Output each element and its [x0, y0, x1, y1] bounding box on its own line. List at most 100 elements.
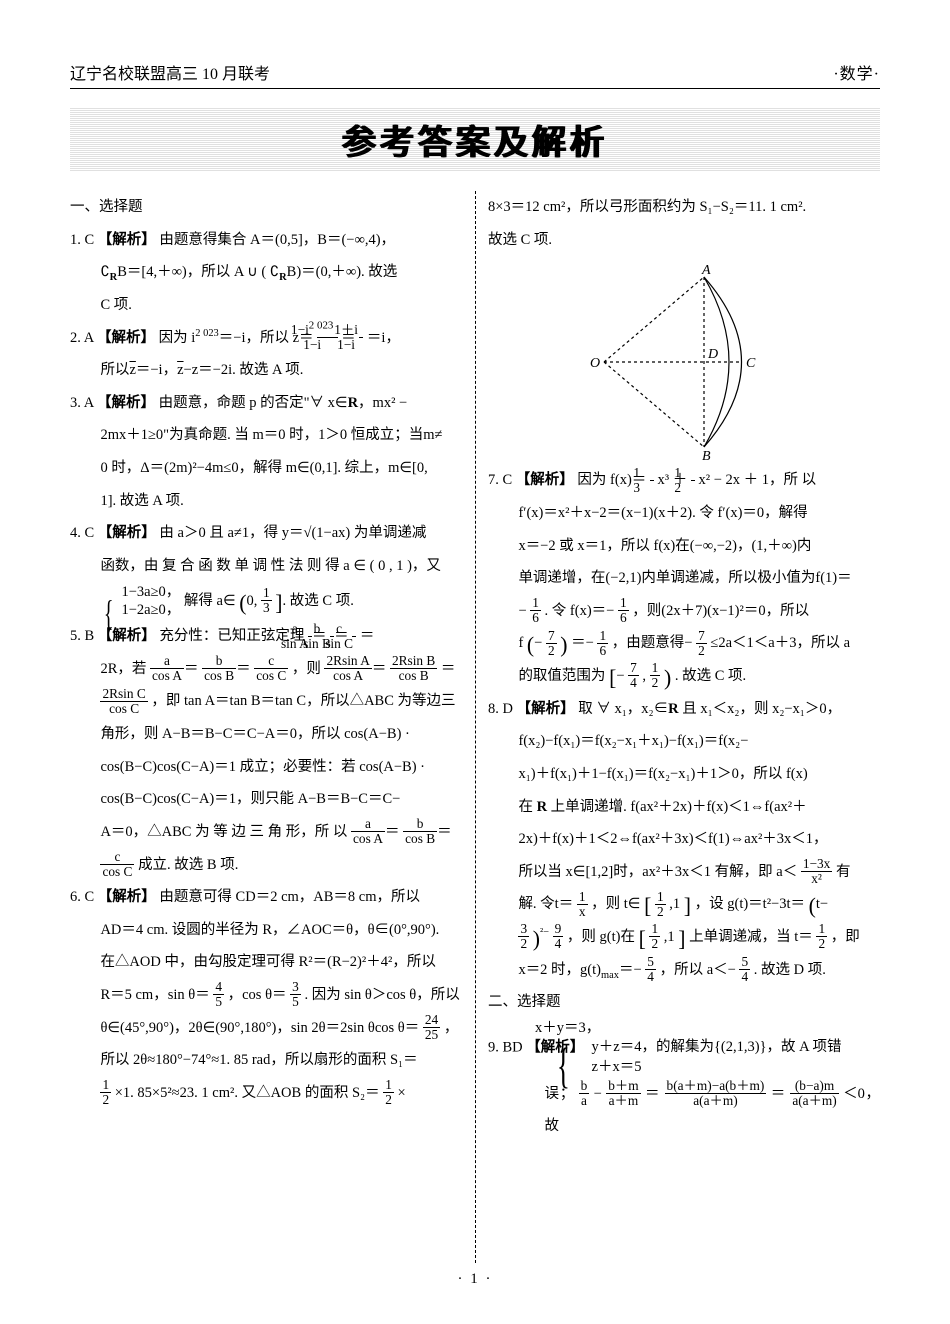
q5-l2: 2R，若 acos A＝ bcos B＝ ccos C ，则 2Rsin Aco… [70, 653, 462, 686]
section-1-heading: 一、选择题 [70, 191, 462, 224]
header-right: ·数学· [833, 60, 880, 84]
frac: 54 [739, 955, 750, 984]
frac: 54 [645, 955, 656, 984]
paren-icon: ] [678, 927, 685, 951]
section-2-heading: 二、选择题 [488, 986, 880, 1019]
q7-l4: 单调递增，在(−2,1)内单调递减，所以极小值为f(1)＝ [488, 562, 880, 595]
q2: 2. A 【解析】 因为 i2 023＝−i，所以 z＝ 1−i2 0231−i… [70, 322, 462, 355]
paren-icon: ( [239, 590, 246, 614]
q7: 7. C 【解析】 因为 f(x)＝ 13 x³ ＋ 12 x² − 2x ＋ … [488, 464, 880, 497]
frac: 2Rsin Bcos B [390, 654, 437, 683]
frac: 12 [649, 922, 660, 951]
q2-l2: 所以z＝−i，z−z＝−2i. 故选 A 项. [70, 354, 462, 387]
left-column: 一、选择题 1. C 【解析】 由题意得集合 A＝(0,5]，B＝(−∞,4)，… [70, 191, 462, 1263]
frac: 32 [518, 922, 529, 951]
paren-icon: ( [809, 894, 816, 918]
q6-l5: θ∈(45°,90°)，2θ∈(90°,180°)，sin 2θ＝2sin θc… [70, 1012, 462, 1045]
q6-l7: 12 ×1. 85×5²≈23. 1 cm². 又△AOB 的面积 S₂＝ 12… [70, 1077, 462, 1110]
frac: 74 [628, 661, 639, 690]
frac: acos A [150, 654, 184, 683]
frac: 12 [650, 661, 661, 690]
frac: 45 [213, 980, 224, 1009]
q1: 1. C 【解析】 由题意得集合 A＝(0,5]，B＝(−∞,4)， [70, 224, 462, 257]
paren-icon: ) [533, 927, 540, 951]
frac: 2Rsin Acos A [324, 654, 371, 683]
frac: 12 [655, 890, 666, 919]
q5-l6: cos(B−C)cos(C−A)＝1，则只能 A−B＝B−C＝C− [70, 783, 462, 816]
q7-l6: f (− 72 ) ＝− 16 ，由题意得− 72 ≤2a＜1＜a＋3，所以 a [488, 627, 880, 660]
frac: 72 [696, 629, 707, 658]
frac: ba [579, 1079, 590, 1108]
q6-l3: 在△AOD 中，由勾股定理可得 R²＝(R−2)²＋4²，所以 [70, 946, 462, 979]
q8-l7: 解. 令t＝ 1x ，则 t∈ [ 12 ,1 ] ，设 g(t)＝t²−3t＝… [488, 888, 880, 921]
q9-l2: 误； ba − b＋ma＋m ＝ b(a＋m)−a(b＋m)a(a＋m) ＝ (… [488, 1078, 880, 1143]
frac: 16 [597, 629, 608, 658]
q5: 5. B 【解析】 充分性：已知正弦定理 asin A＝ bsin B＝ csi… [70, 620, 462, 653]
q1-l2: ∁RB＝[4,＋∞)，所以 A ∪ ( ∁RB)＝(0,＋∞). 故选 [70, 256, 462, 289]
q7-l3: x＝−2 或 x＝1，所以 f(x)在(−∞,−2)，(1,＋∞)内 [488, 530, 880, 563]
q8: 8. D 【解析】 取 ∀ x₁，x₂∈R 且 x₁＜x₂，则 x₂−x₁＞0， [488, 693, 880, 726]
frac: 72 [546, 629, 557, 658]
q5-l5: cos(B−C)cos(C−A)＝1 成立；必要性：若 cos(A−B) · [70, 751, 462, 784]
frac: 1＋i1−i [359, 323, 363, 352]
frac: 1x [577, 890, 588, 919]
q5-l3: 2Rsin Ccos C ，即 tan A＝tan B＝tan C，所以△ABC… [70, 685, 462, 718]
title-text: 参考答案及解析 [342, 115, 608, 164]
frac: 12 [691, 466, 695, 495]
q4-l3: { 1−3a≥0， 1−2a≥0， 解得 a∈ (0, 13 ]. 故选 C 项… [70, 583, 462, 621]
frac: 35 [290, 980, 301, 1009]
frac: 2425 [423, 1013, 440, 1042]
q1-l3: C 项. [70, 289, 462, 322]
q8-l8: 32 )²− 94 ，则 g(t)在 [ 12 ,1 ] 上单调递减，当 t＝ … [488, 921, 880, 954]
frac: b＋ma＋m [606, 1079, 640, 1108]
q9: 9. BD 【解析】 { x＋y＝3， y＋z＝4，的解集为{(2,1,3)}，… [488, 1019, 880, 1078]
q7-l2: f′(x)＝x²＋x−2＝(x−1)(x＋2). 令 f′(x)＝0，解得 [488, 497, 880, 530]
svg-text:A: A [701, 263, 711, 278]
q7-l7: 的取值范围为 [− 74 , 12 ) . 故选 C 项. [488, 660, 880, 693]
frac: 16 [530, 596, 541, 625]
r1-l2: 故选 C 项. [488, 224, 880, 257]
paren-icon: ] [684, 894, 691, 918]
q8-l4: 在 R 上单调递增. f(ax²＋2x)＋f(x)＜1⇔f(ax²＋ [488, 791, 880, 824]
q3-l2: 2mx＋1≥0"为真命题. 当 m＝0 时，1＞0 恒成立；当m≠ [70, 419, 462, 452]
frac: 12 [100, 1078, 111, 1107]
right-column: 8×3＝12 cm²，所以弓形面积约为 S₁−S₂＝11. 1 cm². 故选 … [488, 191, 880, 1263]
frac: csin C [352, 622, 356, 651]
frac: ccos C [100, 850, 134, 879]
q4: 4. C 【解析】 由 a＞0 且 a≠1，得 y＝√(1−ax) 为单调递减 [70, 517, 462, 550]
frac: acos A [351, 817, 385, 846]
frac: 12 [816, 922, 827, 951]
page-number: · 1 · [70, 1271, 880, 1288]
svg-text:C: C [746, 356, 756, 371]
q6: 6. C 【解析】 由题意可得 CD＝2 cm，AB＝8 cm，所以 [70, 881, 462, 914]
q8-l9: x＝2 时，g(t)max＝− 54 ，所以 a＜− 54 . 故选 D 项. [488, 954, 880, 987]
paren-icon: ] [275, 590, 282, 614]
title-banner: 参考答案及解析 [70, 107, 880, 171]
q5-l4: 角形，则 A−B＝B−C＝C−A＝0，所以 cos(A−B) · [70, 718, 462, 751]
paren-icon: ) [560, 633, 567, 657]
q6-l4: R＝5 cm，sin θ＝ 45 ，cos θ＝ 35 . 因为 sin θ＞c… [70, 979, 462, 1012]
header-left: 辽宁名校联盟高三 10 月联考 [70, 60, 270, 84]
header-bar: 辽宁名校联盟高三 10 月联考 ·数学· [70, 60, 880, 89]
frac: bcos B [202, 654, 236, 683]
q4-l2: 函数，由 复 合 函 数 单 调 性 法 则 得 a ∈ ( 0 , 1 )，又 [70, 550, 462, 583]
svg-text:B: B [702, 449, 711, 462]
q3-l4: 1]. 故选 A 项. [70, 485, 462, 518]
frac: b(a＋m)−a(b＋m)a(a＋m) [665, 1079, 767, 1108]
paren-icon: [ [639, 927, 646, 951]
frac: (b−a)ma(a＋m) [790, 1079, 838, 1108]
q8-l3: x₁)＋f(x₁)＋1−f(x₁)＝f(x₂−x₁)＋1＞0，所以 f(x) [488, 758, 880, 791]
q8-l5: 2x)＋f(x)＋1＜2⇔f(ax²＋3x)＜f(1)⇔ax²＋3x＜1， [488, 823, 880, 856]
frac: 16 [618, 596, 629, 625]
q3-l3: 0 时，Δ＝(2m)²−4m≤0，解得 m∈(0,1]. 综上，m∈[0, [70, 452, 462, 485]
frac: 13 [261, 586, 272, 615]
q6-l6: 所以 2θ≈180°−74°≈1. 85 rad，所以扇形的面积 S₁＝ [70, 1044, 462, 1077]
q5-l7: A＝0，△ABC 为 等 边 三 角 形，所 以 acos A＝ bcos B＝ [70, 816, 462, 849]
frac: 13 [650, 466, 654, 495]
paren-icon: [ [644, 894, 651, 918]
column-container: 一、选择题 1. C 【解析】 由题意得集合 A＝(0,5]，B＝(−∞,4)，… [70, 191, 880, 1263]
q5-l8: ccos C 成立. 故选 B 项. [70, 849, 462, 882]
q8-l6: 所以当 x∈[1,2]时，ax²＋3x＜1 有解，即 a＜ 1−3xx² 有 [488, 856, 880, 889]
frac: 1−3xx² [801, 857, 833, 886]
frac: 12 [383, 1078, 394, 1107]
